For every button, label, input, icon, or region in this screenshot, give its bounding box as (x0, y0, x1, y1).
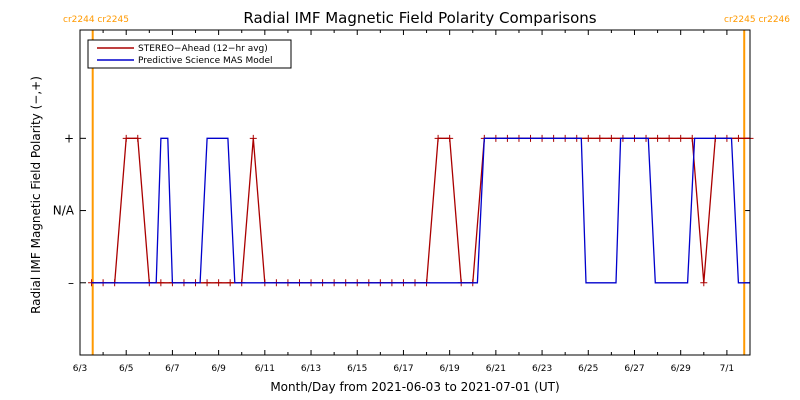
x-tick-label: 6/21 (486, 364, 506, 374)
data-point (215, 279, 223, 287)
x-tick-label: 6/23 (532, 364, 552, 374)
data-point (584, 134, 592, 142)
data-point (249, 134, 257, 142)
data-point (607, 134, 615, 142)
chart-title: Radial IMF Magnetic Field Polarity Compa… (243, 9, 596, 27)
plot-frame (79, 29, 751, 356)
data-point (122, 134, 130, 142)
x-tick-label: 6/3 (73, 364, 87, 374)
legend-entry-mas: Predictive Science MAS Model (138, 56, 273, 66)
x-tick-label: 6/7 (165, 364, 179, 374)
x-tick-label: 6/27 (624, 364, 644, 374)
x-tick-label: 6/29 (671, 364, 691, 374)
data-point (665, 134, 673, 142)
x-tick-label: 6/5 (119, 364, 133, 374)
y-axis-label: Radial IMF Magnetic Field Polarity (−,+) (29, 76, 43, 314)
x-tick-label: 6/9 (211, 364, 226, 374)
series-line-1 (91, 137, 750, 284)
cr-label: cr2245 cr2246 (724, 15, 790, 25)
x-tick-label: 6/25 (578, 364, 598, 374)
cr-label: cr2244 cr2245 (63, 15, 129, 25)
x-tick-label: 6/17 (393, 364, 413, 374)
x-axis-label: Month/Day from 2021-06-03 to 2021-07-01 … (270, 380, 559, 394)
data-point (654, 134, 662, 142)
data-point (226, 279, 234, 287)
data-point (446, 134, 454, 142)
x-tick-label: 6/15 (347, 364, 367, 374)
y-tick-label: N/A (53, 204, 75, 218)
data-point (203, 279, 211, 287)
y-tick-label: + (64, 131, 74, 145)
data-point (134, 134, 142, 142)
data-point (734, 134, 742, 142)
data-point (596, 134, 604, 142)
legend: STEREO−Ahead (12−hr avg) Predictive Scie… (87, 39, 292, 69)
data-point (157, 279, 165, 287)
y-tick-label: – (68, 276, 74, 290)
x-tick-label: 6/19 (440, 364, 460, 374)
legend-box (87, 39, 292, 69)
legend-entry-stereo: STEREO−Ahead (12−hr avg) (138, 44, 268, 54)
x-tick-label: 6/11 (255, 364, 275, 374)
data-point (700, 279, 708, 287)
x-tick-label: 6/13 (301, 364, 321, 374)
data-point (677, 134, 685, 142)
data-point (434, 134, 442, 142)
x-tick-label: 7/1 (720, 364, 734, 374)
